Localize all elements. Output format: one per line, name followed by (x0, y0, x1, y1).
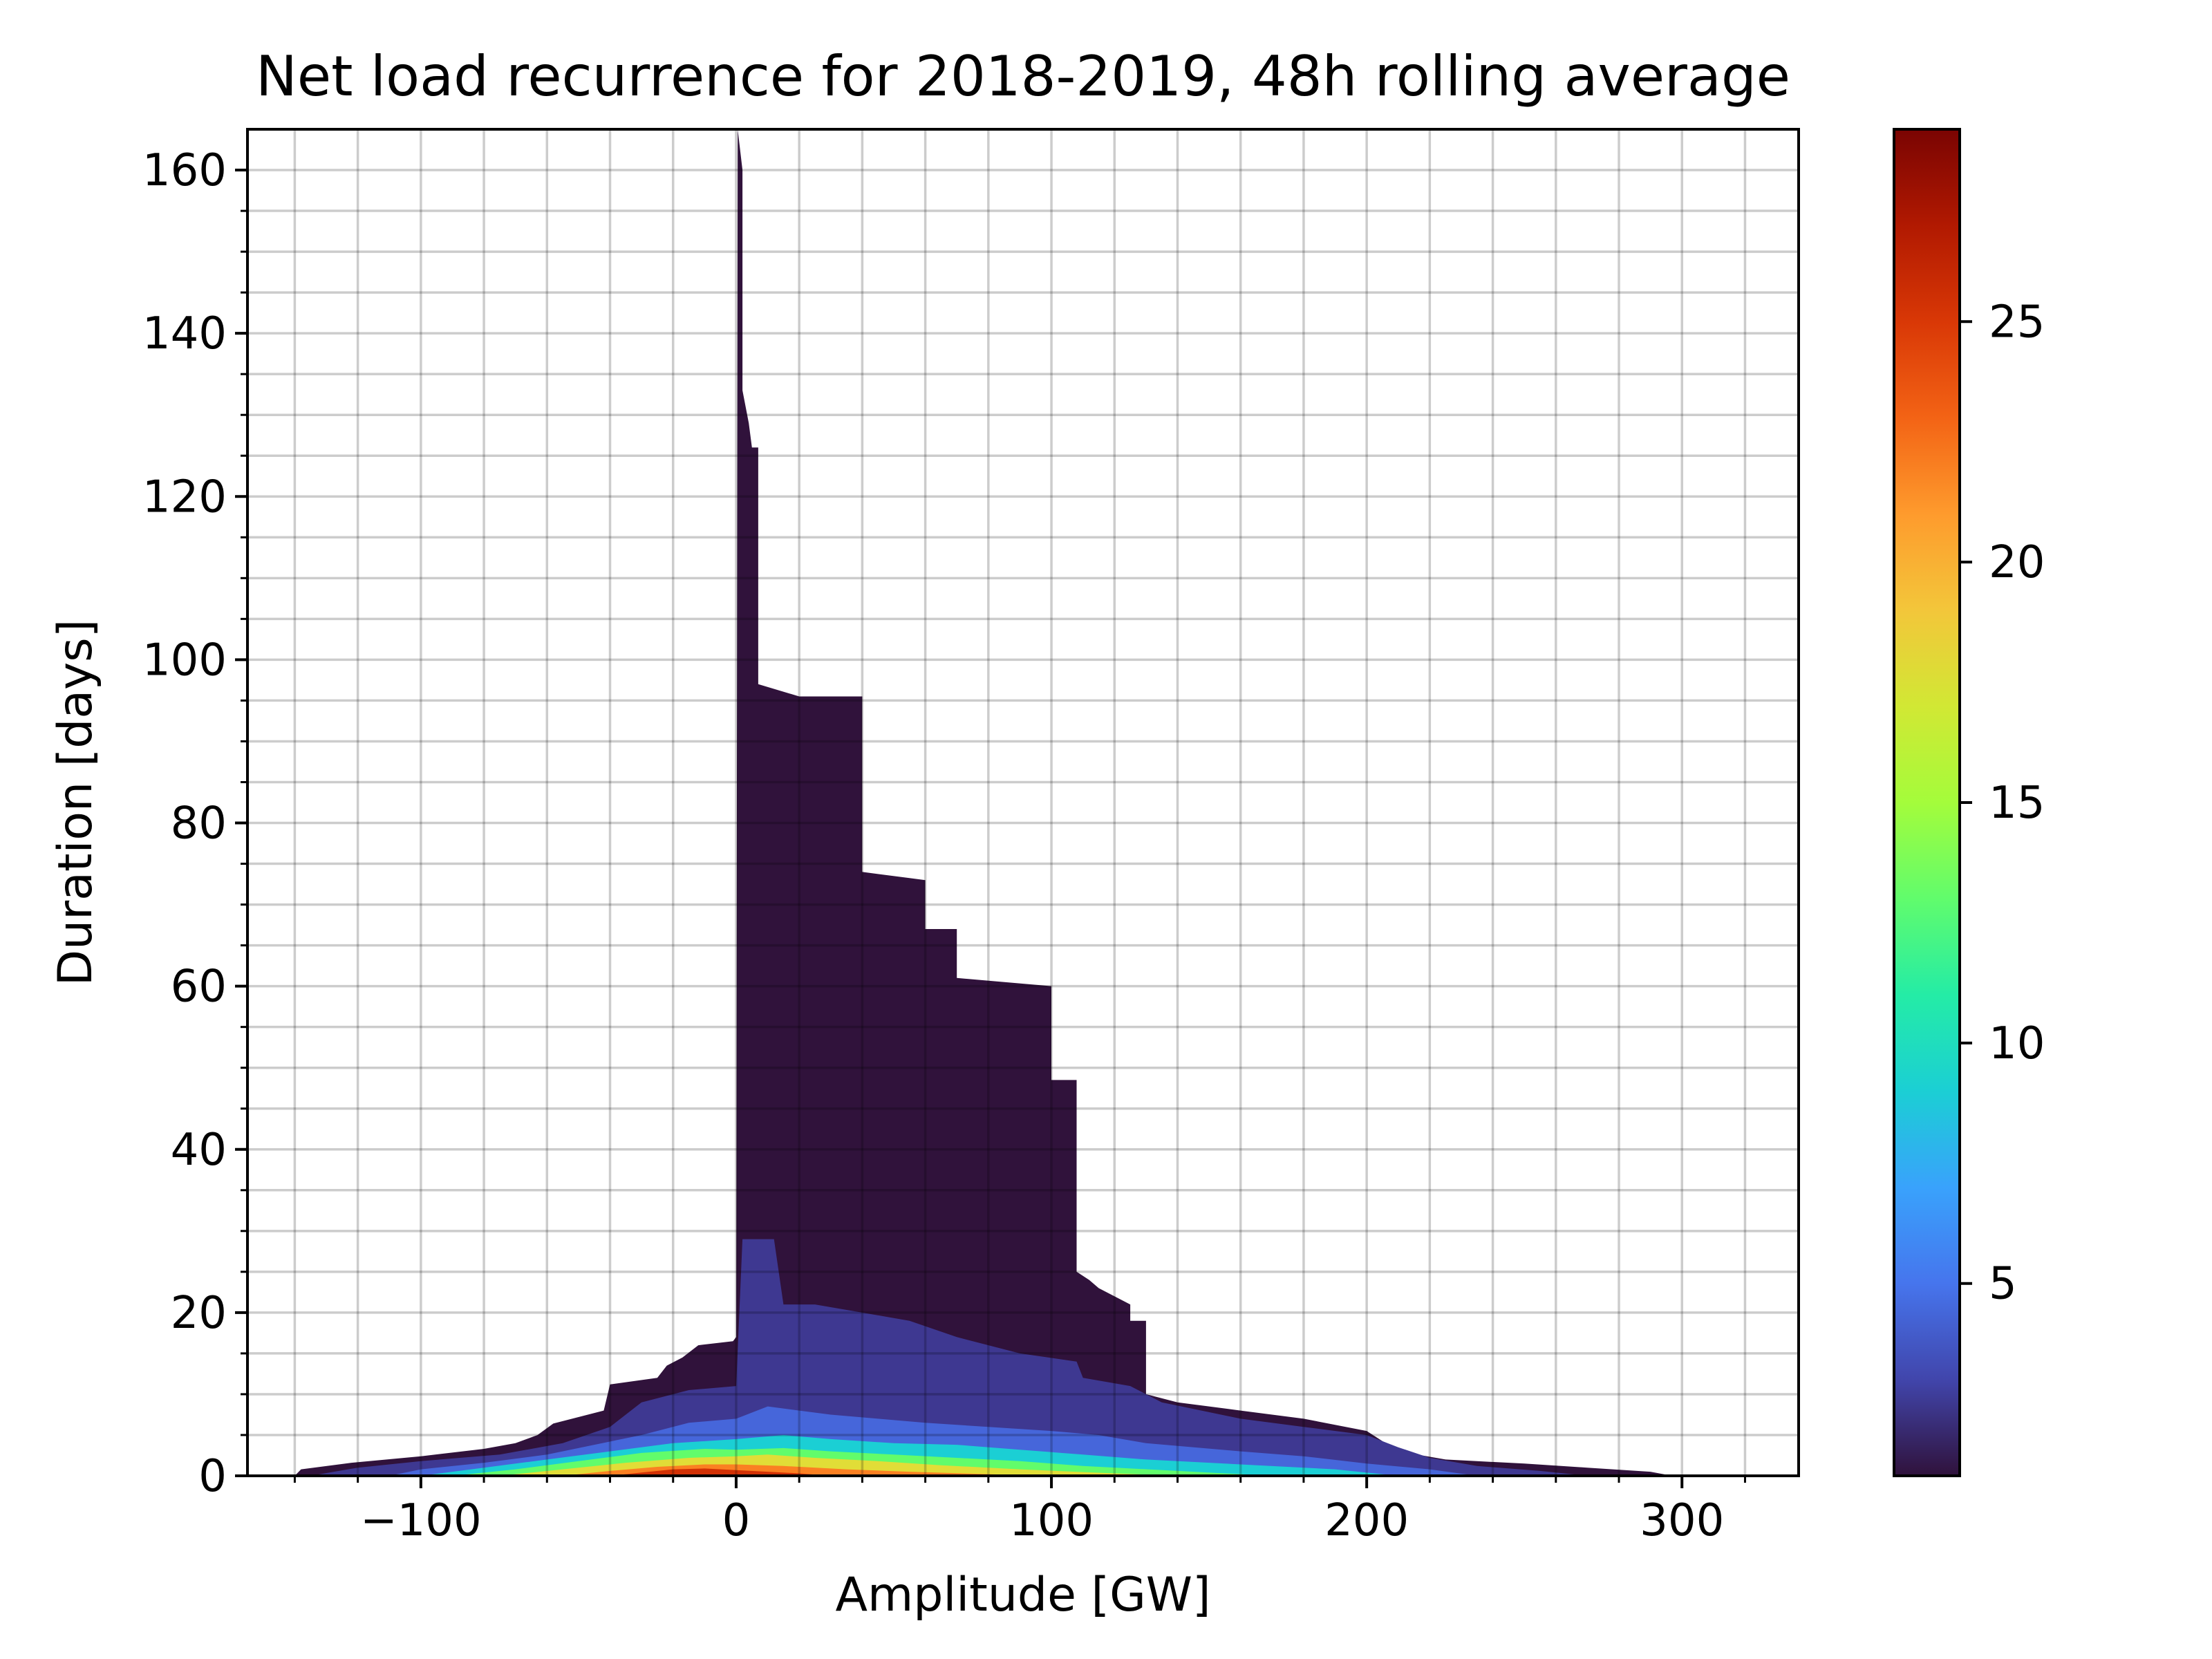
y-tick-label: 100 (142, 635, 227, 686)
y-tick-label: 120 (142, 471, 227, 523)
colorbar-gradient (1893, 128, 1961, 1477)
colorbar-tick-label: 25 (1989, 297, 2045, 348)
recurrence-level-4 (310, 1239, 1588, 1476)
x-tick-label: 100 (1009, 1495, 1094, 1546)
x-tick-label: 300 (1640, 1495, 1724, 1546)
x-tick-label: 0 (722, 1495, 751, 1546)
x-axis: −100 0 100 200 300 (293, 1476, 1746, 1546)
x-axis-label: Amplitude [GW] (835, 1568, 1210, 1622)
colorbar: 5 10 15 20 25 (1893, 128, 2045, 1477)
y-axis-label: Duration [days] (48, 619, 103, 986)
grid (247, 129, 1799, 1476)
colorbar-tick-label: 10 (1989, 1018, 2045, 1069)
y-tick-label: 0 (198, 1451, 227, 1502)
y-tick-label: 20 (171, 1288, 227, 1339)
colorbar-tick-label: 15 (1989, 778, 2045, 829)
y-tick-label: 60 (171, 962, 227, 1013)
plot-area: −100 0 100 200 300 0 20 40 60 80 100 120 140 160 (142, 128, 1800, 1546)
colorbar-tick-label: 5 (1989, 1259, 2017, 1310)
y-tick-label: 140 (142, 308, 227, 359)
y-tick-label: 80 (171, 798, 227, 850)
recurrence-level-26 (610, 1468, 831, 1476)
recurrence-fill (294, 129, 1673, 1476)
y-tick-label: 160 (142, 145, 227, 196)
colorbar-tick-label: 20 (1989, 537, 2045, 588)
chart-title: Net load recurrence for 2018-2019, 48h r… (256, 44, 1790, 109)
y-tick-label: 40 (171, 1125, 227, 1176)
recurrence-level-1 (294, 129, 1673, 1476)
y-axis: 0 20 40 60 80 100 120 140 160 (142, 145, 247, 1502)
x-tick-label: −100 (360, 1495, 482, 1546)
x-tick-label: 200 (1324, 1495, 1409, 1546)
plot-frame (246, 128, 1800, 1477)
colorbar-ticks: 5 10 15 20 25 (1960, 297, 2045, 1310)
